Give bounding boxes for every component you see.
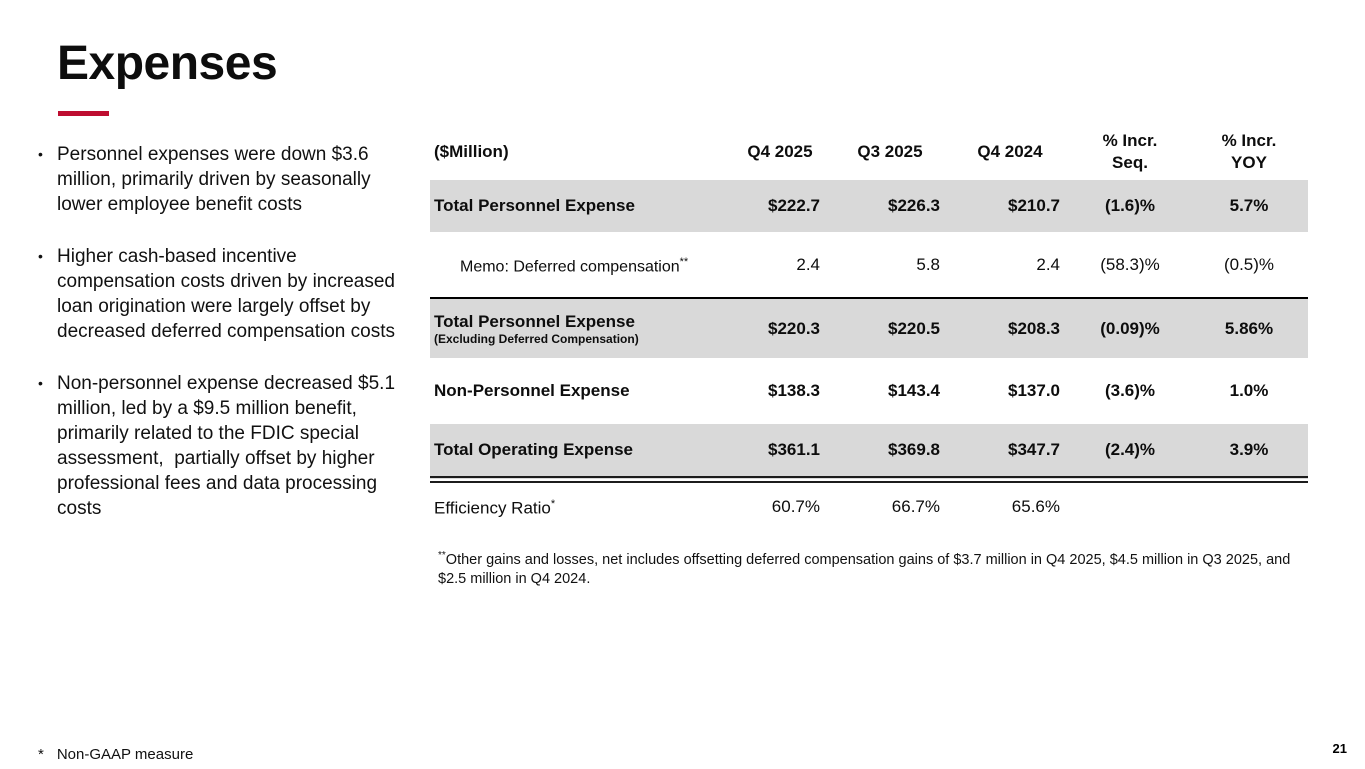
cell-value: 66.7% <box>891 496 940 516</box>
cell-value: $361.1 <box>730 424 830 483</box>
cell-value: (58.3)% <box>1070 232 1190 299</box>
column-header: % Incr. Seq. <box>1102 130 1158 172</box>
cell-value: $226.3 <box>830 180 950 232</box>
expense-table: ($Million) Q4 2025 Q3 2025 Q4 2024 % Incr. S… <box>430 123 1308 531</box>
table-footnote-marker: ** <box>438 550 446 561</box>
row-label: Memo: Deferred compensation** <box>430 232 730 299</box>
column-header: Q4 2025 <box>747 141 813 161</box>
column-header: % Incr. YOY <box>1221 130 1277 172</box>
table-footnote-text: Other gains and losses, net includes off… <box>438 551 1291 587</box>
row-label: Total Personnel Expense (Excluding Deferr… <box>430 298 730 358</box>
row-label-marker: * <box>550 498 556 511</box>
cell-value: $143.4 <box>888 381 940 400</box>
cell-value: 65.6% <box>1011 496 1060 516</box>
cell-value: $347.7 <box>950 424 1070 483</box>
row-label-text: Total Personnel Expense <box>434 196 635 215</box>
row-label-text: Efficiency Ratio <box>434 499 551 519</box>
cell-value: (2.4)% <box>1070 424 1190 483</box>
table-row: Memo: Deferred compensation** 2.4 5.8 2.4 (5… <box>430 232 1308 299</box>
cell-value: $138.3 <box>768 381 820 400</box>
bullet-marker: • <box>38 248 43 264</box>
cell-value: $369.8 <box>830 424 950 483</box>
cell-value: (3.6)% <box>1104 381 1156 400</box>
row-label: Non-Personnel Expense <box>430 358 730 424</box>
table-row: Non-Personnel Expense $138.3 $143.4 $137.0 (… <box>430 358 1308 424</box>
table-header-row: ($Million) Q4 2025 Q3 2025 Q4 2024 % Incr. S… <box>430 123 1308 180</box>
non-gaap-text: Non-GAAP measure <box>56 746 194 763</box>
cell-value: 5.7% <box>1190 180 1308 232</box>
row-label: Total Personnel Expense <box>430 180 730 232</box>
bullet-text: Non-personnel expense decreased $5.1 mil… <box>57 373 401 519</box>
row-label-text: Memo: Deferred compensation <box>460 258 680 276</box>
cell-value: (0.09)% <box>1070 298 1190 358</box>
row-label-text: Total Personnel Expense <box>434 311 635 331</box>
cell-value <box>1190 479 1308 531</box>
unit-label-header: ($Million) <box>434 141 509 161</box>
table-row: Efficiency Ratio* 60.7% 66.7% 65.6% <box>430 479 1308 531</box>
cell-value: (0.5)% <box>1190 232 1308 299</box>
cell-value: 2.4 <box>950 232 1070 299</box>
column-header: Q4 2024 <box>977 141 1043 161</box>
cell-value: 60.7% <box>771 496 820 516</box>
non-gaap-footnote: * Non-GAAP measure <box>38 746 193 763</box>
bullet-marker: • <box>38 146 43 162</box>
table-row: Total Personnel Expense (Excluding Deferr… <box>430 298 1308 358</box>
bullet-text: Higher cash-based incentive compensation… <box>57 246 401 342</box>
page-number: 21 <box>1332 741 1347 756</box>
table-header: ($Million) Q4 2025 Q3 2025 Q4 2024 % Incr. S… <box>430 123 1308 180</box>
bullet-item: • Higher cash-based incentive compensatio… <box>33 244 415 344</box>
cell-value <box>1070 479 1190 531</box>
cell-value: 1.0% <box>1229 381 1269 400</box>
bullet-list: • Personnel expenses were down $3.6 milli… <box>33 142 415 548</box>
row-label-marker: ** <box>679 255 689 268</box>
slide-title: Expenses <box>57 37 278 90</box>
cell-value: 3.9% <box>1190 424 1308 483</box>
cell-value: $208.3 <box>950 298 1070 358</box>
table-body: Total Personnel Expense $222.7 $226.3 $210.… <box>430 180 1308 531</box>
bullet-item: • Personnel expenses were down $3.6 milli… <box>33 142 415 217</box>
bullet-item: • Non-personnel expense decreased $5.1 mi… <box>33 371 415 521</box>
cell-value: 5.8 <box>830 232 950 299</box>
bullet-text: Personnel expenses were down $3.6 millio… <box>57 144 376 215</box>
table-row: Total Operating Expense $361.1 $369.8 $347.… <box>430 424 1308 483</box>
row-label: Total Operating Expense <box>430 424 730 483</box>
row-label-text: Non-Personnel Expense <box>434 381 630 400</box>
table-row: Total Personnel Expense $222.7 $226.3 $210.… <box>430 180 1308 232</box>
cell-value: $220.3 <box>730 298 830 358</box>
table-footnote: **Other gains and losses, net includes o… <box>438 546 1303 589</box>
cell-value: $137.0 <box>1008 381 1060 400</box>
row-label-text: Total Operating Expense <box>434 439 634 459</box>
column-header: Q3 2025 <box>857 141 923 161</box>
cell-value: (1.6)% <box>1070 180 1190 232</box>
cell-value: $220.5 <box>830 298 950 358</box>
cell-value: $210.7 <box>950 180 1070 232</box>
cell-value: $222.7 <box>730 180 830 232</box>
title-accent-bar <box>58 111 109 116</box>
cell-value: 5.86% <box>1190 298 1308 358</box>
cell-value: 2.4 <box>730 232 830 299</box>
row-label: Efficiency Ratio* <box>430 479 730 531</box>
non-gaap-marker: * <box>38 746 44 763</box>
bullet-marker: • <box>38 375 43 391</box>
row-sublabel: (Excluding Deferred Compensation) <box>434 331 639 346</box>
